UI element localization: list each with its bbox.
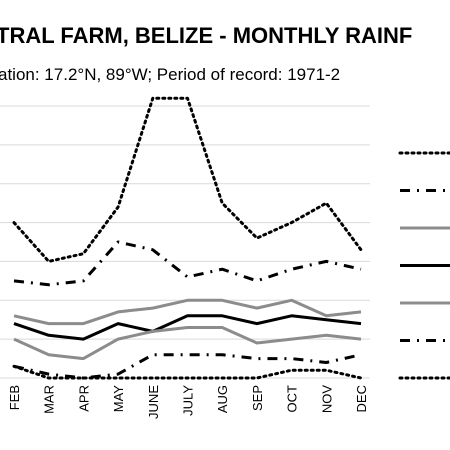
chart-title: TRAL FARM, BELIZE - MONTHLY RAINF — [0, 23, 412, 48]
x-tick-label: JULY — [181, 385, 196, 416]
x-tick-label: APR — [76, 385, 91, 412]
series-line-7 — [12, 364, 363, 380]
x-tick-label: AUG — [215, 385, 230, 413]
x-tick-label: NOV — [319, 385, 334, 414]
legend — [398, 151, 450, 380]
x-tick-label: JUNE — [146, 385, 161, 419]
series-line-1 — [12, 96, 363, 263]
series-line-3 — [13, 298, 362, 326]
x-tick-label: FEB — [7, 385, 22, 410]
series-line-4 — [13, 314, 362, 341]
x-tick-label: OCT — [285, 385, 300, 413]
series-line-5 — [13, 326, 362, 361]
x-tick-label: SEP — [250, 385, 265, 411]
x-tick-labels: FEB MAR APR MAY JUNE JULY AUG SEP OCT NOV DEC — [7, 385, 369, 419]
series-lines — [12, 96, 363, 380]
series-line-2 — [13, 240, 362, 287]
series-line-6 — [13, 353, 362, 380]
x-tick-label: MAR — [42, 385, 57, 414]
x-tick-label: MAY — [111, 385, 126, 413]
x-tick-label: DEC — [354, 385, 369, 412]
chart-subtitle: ation: 17.2°N, 89°W; Period of record: 1… — [0, 65, 340, 84]
